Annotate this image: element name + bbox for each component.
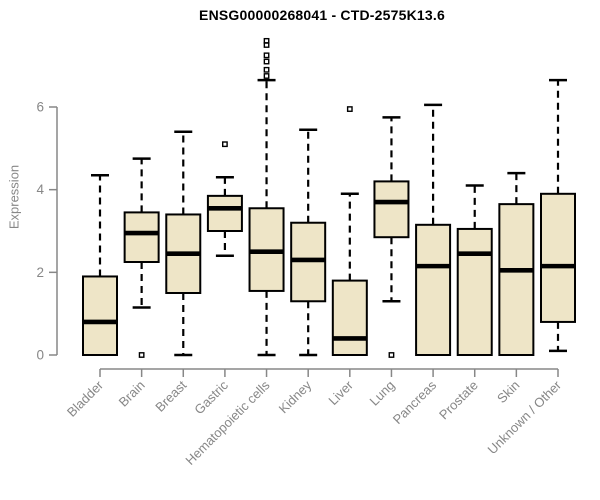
box-rect [331, 279, 368, 357]
outlier-point [263, 52, 270, 59]
outlier-point [138, 352, 145, 358]
y-tick-label: 6 [36, 100, 44, 115]
x-category-label: Skin [494, 378, 522, 406]
x-category-label: Pancreas [390, 377, 440, 427]
outlier-point [263, 37, 270, 44]
outlier-point [388, 352, 395, 358]
y-tick-label: 2 [36, 265, 44, 280]
outlier-point [263, 73, 270, 79]
box-rect [82, 275, 118, 357]
y-tick-label: 0 [36, 348, 44, 363]
x-category-label: Prostate [436, 378, 481, 423]
outlier-point [263, 58, 270, 65]
x-category-label: Liver [325, 377, 356, 408]
x-category-label: Brain [116, 378, 148, 410]
outlier-point [263, 66, 270, 73]
y-tick-label: 4 [36, 182, 44, 197]
box-rect [206, 194, 243, 233]
outlier-point [222, 141, 228, 148]
box-rect [415, 223, 452, 356]
outlier-point [346, 106, 353, 112]
box-rect [540, 192, 576, 323]
box-rect [123, 211, 160, 263]
x-category-label: Kidney [276, 377, 315, 416]
x-category-label: Bladder [64, 377, 107, 420]
chart-title: ENSG00000268041 - CTD-2575K13.6 [199, 7, 445, 23]
x-category-label: Lung [367, 378, 398, 409]
x-category-label: Unknown / Other [485, 377, 565, 457]
box-rect [456, 227, 493, 356]
box-rect [498, 203, 535, 356]
x-category-label: Breast [152, 377, 189, 414]
box-rect [373, 180, 410, 239]
x-category-label: Gastric [191, 377, 231, 417]
